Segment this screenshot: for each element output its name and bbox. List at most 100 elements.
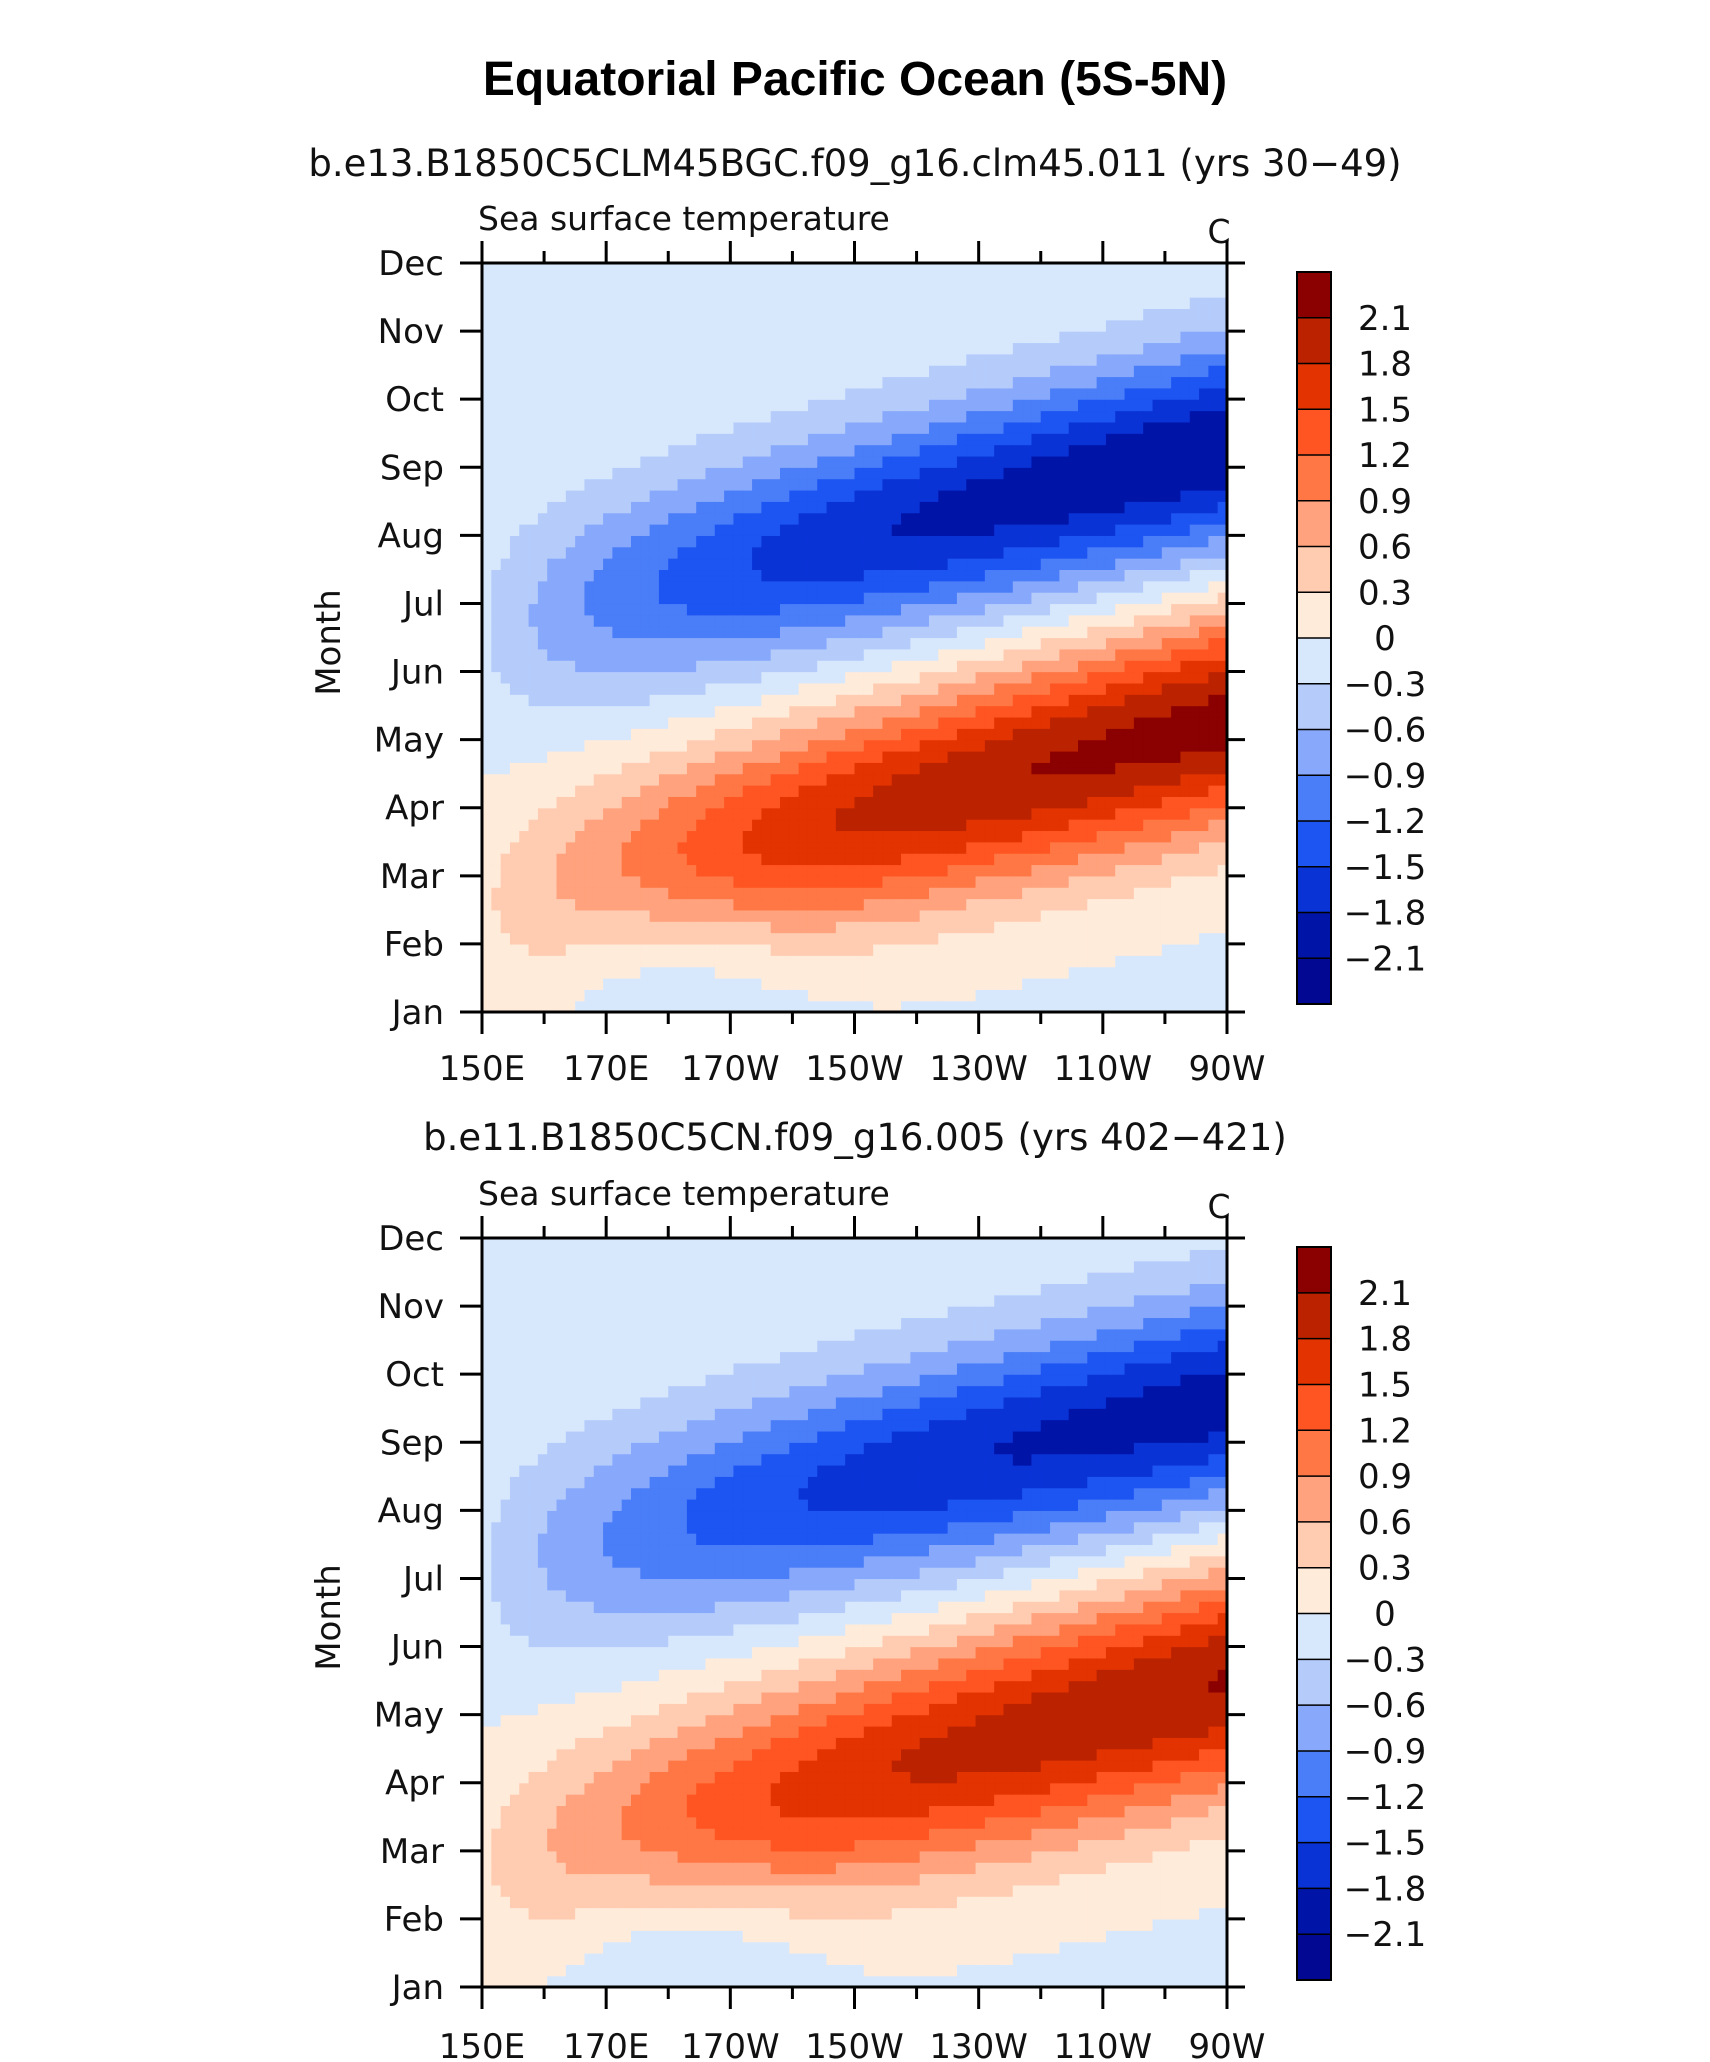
heatmap-cell	[826, 830, 837, 843]
heatmap-cell	[509, 977, 520, 990]
heatmap-cell	[500, 773, 511, 786]
heatmap-cell	[1059, 660, 1070, 673]
heatmap-cell	[1059, 433, 1070, 446]
heatmap-cell	[519, 558, 530, 571]
heatmap-cell	[612, 546, 623, 559]
heatmap-cell	[556, 637, 567, 650]
heatmap-cell	[770, 421, 781, 434]
heatmap-cell	[1152, 467, 1163, 480]
heatmap-cell	[1022, 671, 1033, 684]
heatmap-cell	[901, 546, 911, 559]
heatmap-cell	[882, 603, 893, 616]
heatmap-cell	[714, 830, 725, 843]
heatmap-cell	[891, 467, 902, 480]
heatmap-cell	[1059, 444, 1070, 457]
heatmap-cell	[1133, 626, 1144, 639]
heatmap-cell	[882, 637, 893, 650]
heatmap-cell	[482, 297, 492, 309]
heatmap-cell	[882, 433, 893, 446]
heatmap-cell	[761, 501, 772, 514]
heatmap-cell	[1096, 274, 1107, 287]
heatmap-cell	[1143, 603, 1154, 616]
heatmap-cell	[966, 694, 977, 707]
heatmap-cell	[612, 274, 623, 287]
heatmap-cell	[1031, 853, 1042, 866]
heatmap-cell	[1133, 535, 1144, 548]
heatmap-cell	[724, 546, 735, 559]
heatmap-cell	[677, 512, 688, 525]
heatmap-cell	[733, 864, 744, 877]
heatmap-cell	[845, 342, 856, 355]
heatmap-cell	[547, 399, 558, 412]
heatmap-cell	[966, 989, 977, 1002]
heatmap-cell	[537, 626, 548, 639]
heatmap-cell	[1003, 694, 1014, 707]
heatmap-cell	[1133, 614, 1144, 627]
heatmap-cell	[1171, 864, 1182, 877]
heatmap-cell	[1068, 603, 1079, 616]
heatmap-cell	[705, 648, 716, 661]
heatmap-cell	[873, 694, 884, 707]
heatmap-cell	[984, 467, 995, 480]
heatmap-cell	[742, 365, 753, 378]
heatmap-cell	[1068, 932, 1079, 945]
heatmap-cell	[863, 308, 874, 321]
heatmap-cell	[891, 365, 902, 378]
heatmap-cell	[631, 943, 641, 956]
heatmap-cell	[1050, 841, 1060, 854]
heatmap-cell	[919, 308, 930, 321]
heatmap-cell	[929, 955, 939, 968]
heatmap-cell	[1040, 977, 1051, 990]
heatmap-cell	[1068, 524, 1079, 536]
heatmap-cell	[1078, 501, 1088, 514]
heatmap-cell	[686, 728, 697, 741]
heatmap-cell	[1096, 660, 1107, 673]
heatmap-cell	[593, 455, 604, 468]
heatmap-cell	[640, 546, 651, 559]
heatmap-cell	[612, 569, 623, 582]
heatmap-cell	[1012, 297, 1023, 309]
heatmap-cell	[537, 773, 548, 786]
heatmap-cell	[631, 830, 641, 843]
heatmap-cell	[1133, 716, 1144, 729]
heatmap-cell	[1161, 626, 1172, 639]
heatmap-cell	[705, 387, 716, 400]
heatmap-cell	[733, 285, 744, 298]
heatmap-cell	[1133, 807, 1144, 820]
heatmap-cell	[1161, 410, 1172, 423]
heatmap-cell	[984, 478, 995, 491]
heatmap-cell	[817, 637, 828, 650]
heatmap-cell	[593, 728, 604, 741]
heatmap-cell	[910, 399, 921, 412]
heatmap-cell	[975, 762, 986, 775]
heatmap-cell	[1115, 682, 1126, 695]
heatmap-cell	[482, 864, 492, 877]
heatmap-cell	[593, 592, 604, 605]
heatmap-cell	[1161, 297, 1172, 309]
heatmap-cell	[547, 308, 558, 321]
heatmap-cell	[835, 478, 846, 491]
heatmap-cell	[631, 966, 641, 979]
heatmap-cell	[910, 501, 921, 514]
heatmap-cell	[910, 489, 921, 502]
heatmap-cell	[1068, 807, 1079, 820]
heatmap-cell	[1012, 626, 1023, 639]
heatmap-cell	[575, 716, 586, 729]
heatmap-cell	[547, 682, 558, 695]
heatmap-cell	[1096, 342, 1107, 355]
heatmap-cell	[556, 773, 567, 786]
heatmap-cell	[863, 728, 874, 741]
heatmap-cell	[1161, 478, 1172, 491]
heatmap-cell	[668, 489, 679, 502]
heatmap-cell	[947, 614, 958, 627]
heatmap-cell	[1022, 614, 1033, 627]
heatmap-cell	[882, 399, 893, 412]
heatmap-cell	[863, 353, 874, 366]
heatmap-cell	[817, 433, 828, 446]
heatmap-cell	[1096, 399, 1107, 412]
heatmap-cell	[826, 546, 837, 559]
heatmap-cell	[845, 887, 856, 900]
heatmap-cell	[658, 512, 669, 525]
heatmap-cell	[1050, 478, 1060, 491]
heatmap-cell	[500, 694, 511, 707]
